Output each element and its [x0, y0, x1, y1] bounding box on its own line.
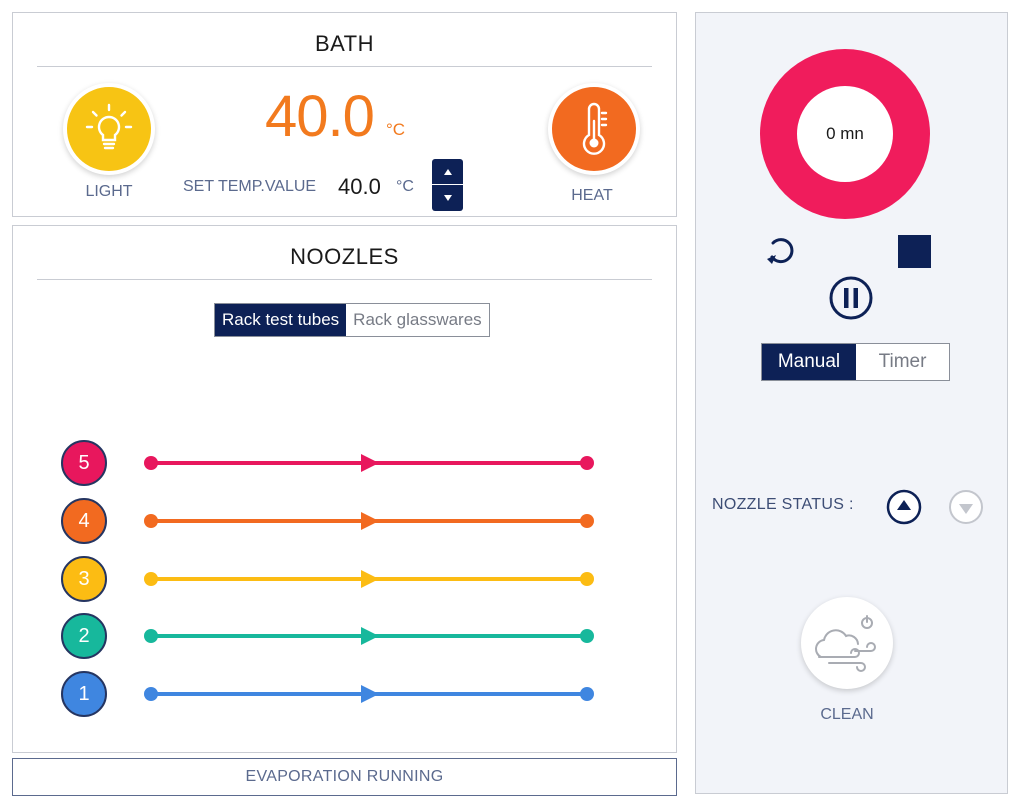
nozzle-line-endpoint — [580, 629, 594, 643]
nozzle-line — [144, 685, 594, 703]
nozzle-row: 2 — [13, 612, 678, 662]
nozzle-line-endpoint — [144, 687, 158, 701]
noozles-title: NOOZLES — [290, 244, 399, 269]
nozzle-line-endpoint — [580, 514, 594, 528]
timer-display: 0 mn — [797, 86, 893, 182]
nozzle-row: 4 — [13, 497, 678, 547]
nozzle-row: 3 — [13, 555, 678, 605]
nozzle-status-label: NOZZLE STATUS : — [712, 496, 854, 513]
nozzle-up-button[interactable] — [886, 489, 922, 525]
flow-arrow-icon — [361, 570, 379, 588]
current-temperature: 40.0 — [265, 84, 375, 149]
triangle-down-icon — [949, 490, 983, 524]
reset-icon — [767, 238, 794, 264]
nozzle-line-endpoint — [580, 687, 594, 701]
nozzle-number-button[interactable]: 3 — [61, 556, 107, 602]
status-bar: EVAPORATION RUNNING — [12, 758, 677, 796]
temp-decrease-button[interactable] — [432, 185, 463, 211]
nozzle-line — [144, 570, 594, 588]
cloud-wind-icon — [815, 615, 876, 672]
flow-arrow-icon — [361, 512, 379, 530]
nozzle-number-button[interactable]: 1 — [61, 671, 107, 717]
heat-label: HEAT — [571, 187, 613, 204]
nozzle-number-button[interactable]: 2 — [61, 613, 107, 659]
rack-toggle: Rack test tubes Rack glasswares — [214, 303, 490, 337]
set-temp-label: SET TEMP.VALUE — [183, 178, 317, 195]
noozles-title-divider — [37, 279, 652, 280]
triangle-up-icon — [443, 168, 452, 175]
stop-button[interactable] — [898, 235, 931, 268]
timer-ring: 0 mn — [760, 49, 930, 219]
flow-arrow-icon — [361, 685, 379, 703]
noozles-panel: NOOZLES Rack test tubes Rack glasswares … — [12, 225, 677, 753]
pause-icon — [829, 276, 873, 320]
flow-arrow-icon — [361, 627, 379, 645]
set-temp-unit: °C — [396, 178, 414, 195]
nozzle-line-endpoint — [144, 629, 158, 643]
timer-panel: 0 mn Manual Timer NOZZLE STATUS : — [695, 12, 1008, 794]
nozzle-line-endpoint — [144, 514, 158, 528]
nozzle-down-button[interactable] — [948, 489, 984, 525]
thermometer-icon — [582, 102, 608, 155]
set-temp-stepper — [432, 159, 463, 211]
nozzle-line — [144, 512, 594, 530]
nozzle-line — [144, 454, 594, 472]
temp-increase-button[interactable] — [432, 159, 463, 185]
flow-arrow-icon — [361, 454, 379, 472]
light-label: LIGHT — [85, 183, 133, 200]
bath-panel: BATH LIGHT 40.0 °C SET TEMP.VALUE 40.0 °… — [12, 12, 677, 217]
nozzle-line-endpoint — [144, 456, 158, 470]
nozzle-line-endpoint — [580, 456, 594, 470]
triangle-down-icon — [443, 195, 452, 201]
rack-glasswares-tab[interactable]: Rack glasswares — [346, 304, 489, 336]
heat-button[interactable] — [548, 83, 640, 175]
rack-test-tubes-tab[interactable]: Rack test tubes — [215, 304, 347, 336]
nozzle-row: 5 — [13, 439, 678, 489]
nozzle-line-endpoint — [580, 572, 594, 586]
bath-title: BATH — [314, 31, 375, 56]
clean-label: CLEAN — [820, 706, 874, 723]
nozzle-line-endpoint — [144, 572, 158, 586]
pause-button[interactable] — [828, 275, 874, 321]
nozzle-row: 1 — [13, 670, 678, 720]
light-button[interactable] — [63, 83, 155, 175]
triangle-up-icon — [886, 489, 922, 525]
nozzle-number-button[interactable]: 5 — [61, 440, 107, 486]
clean-button[interactable] — [801, 597, 893, 689]
set-temp-value: 40.0 — [338, 174, 381, 199]
bath-title-divider — [37, 66, 652, 67]
reset-button[interactable] — [760, 231, 800, 271]
nozzle-line — [144, 627, 594, 645]
timer-mode-tab[interactable]: Timer — [856, 344, 949, 380]
manual-mode-tab[interactable]: Manual — [762, 344, 856, 380]
lightbulb-icon — [85, 103, 133, 150]
nozzle-number-button[interactable]: 4 — [61, 498, 107, 544]
current-temperature-unit: °C — [386, 120, 406, 139]
mode-toggle: Manual Timer — [761, 343, 950, 381]
